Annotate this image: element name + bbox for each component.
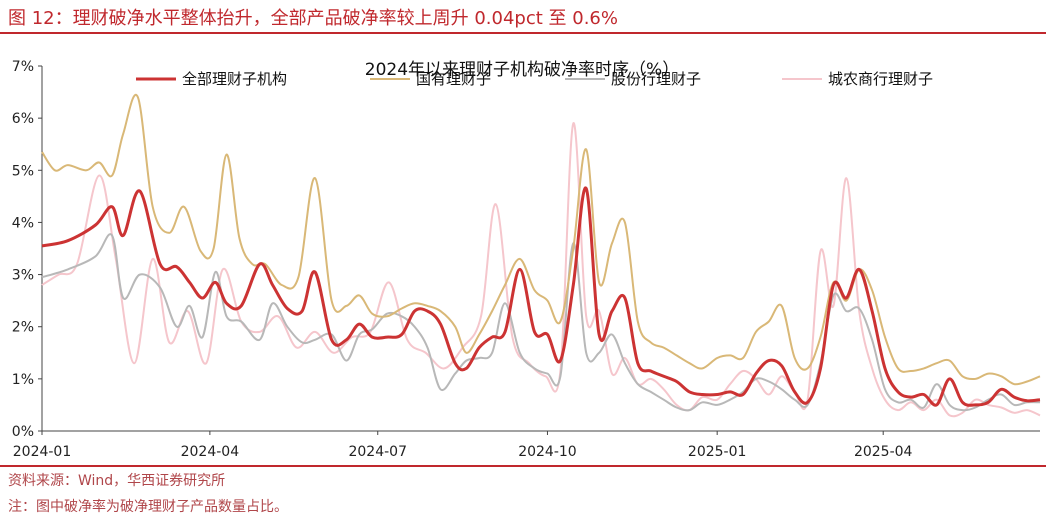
y-tick-label: 0% <box>12 424 34 440</box>
source-note: 资料来源：Wind，华西证券研究所 <box>8 473 226 489</box>
legend-label-rural-city: 城农商行理财子 <box>828 70 933 88</box>
series-line-state-owned <box>41 93 1041 386</box>
x-tick-label: 2024-07 <box>348 444 407 460</box>
chart-title: 2024年以来理财子机构破净率时序（%） <box>365 60 679 80</box>
x-tick-label: 2024-01 <box>13 444 72 460</box>
y-tick-label: 1% <box>12 372 34 388</box>
line-chart: 2024年以来理财子机构破净率时序（%） 0% 1% 2% 3% 4% 5% 6% 7% 20… <box>12 59 1041 460</box>
x-tick-label: 2024-10 <box>518 444 577 460</box>
legend-label-state-owned: 国有理财子 <box>416 70 491 88</box>
y-tick-label: 6% <box>12 111 34 127</box>
figure-title: 图 12：理财破净水平整体抬升，全部产品破净率较上周升 0.04pct 至 0.… <box>8 8 618 29</box>
x-tick-label: 2025-04 <box>854 444 913 460</box>
series-line-all-banks <box>41 186 1041 407</box>
y-axis: 0% 1% 2% 3% 4% 5% 6% 7% <box>12 59 43 440</box>
legend-label-joint-stock: 股份行理财子 <box>611 70 701 88</box>
y-tick-label: 2% <box>12 320 34 336</box>
legend: 全部理财子机构 国有理财子 股份行理财子 城农商行理财子 <box>136 70 933 88</box>
legend-label-all-banks: 全部理财子机构 <box>182 70 287 88</box>
title-rule <box>0 32 1046 34</box>
footnote: 注：图中破净率为破净理财子产品数量占比。 <box>8 499 288 515</box>
series-lines <box>41 93 1041 418</box>
y-tick-label: 7% <box>12 59 34 75</box>
footer-rule <box>0 465 1046 467</box>
x-axis: 2024-01 2024-04 2024-07 2024-10 2025-01 2025-… <box>13 430 1040 460</box>
y-tick-label: 3% <box>12 268 34 284</box>
y-tick-label: 5% <box>12 163 34 179</box>
x-tick-label: 2025-01 <box>688 444 747 460</box>
y-tick-label: 4% <box>12 215 34 231</box>
x-tick-label: 2024-04 <box>181 444 240 460</box>
